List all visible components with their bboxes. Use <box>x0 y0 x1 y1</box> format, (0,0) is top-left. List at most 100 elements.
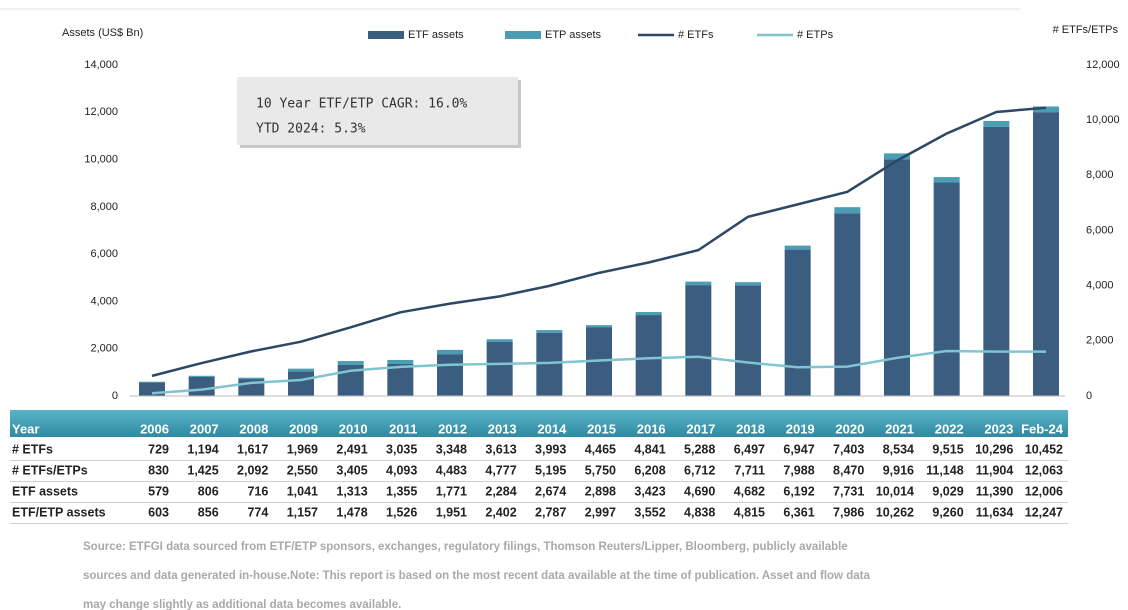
cell: 6,712 <box>684 463 715 477</box>
bar <box>586 325 612 328</box>
bar <box>188 375 215 377</box>
annotation: YTD 2024: 5.3% <box>256 122 366 137</box>
table-header-year: 2023 <box>984 421 1013 436</box>
table-header-year: 2014 <box>537 421 567 436</box>
cell: 7,986 <box>833 505 864 519</box>
cell: 4,465 <box>585 442 616 456</box>
y-tick-label: 4,000 <box>90 295 118 307</box>
legend-label: ETP assets <box>545 29 602 41</box>
cell: 3,423 <box>634 484 665 498</box>
row-label: # ETFs <box>12 442 53 456</box>
bar <box>536 332 563 396</box>
y-tick-label: 8,000 <box>90 201 118 213</box>
bar <box>337 361 364 365</box>
legend-label: ETF assets <box>408 29 464 41</box>
cell: 2,787 <box>535 505 566 519</box>
cell: 7,403 <box>833 442 864 456</box>
line <box>151 106 1047 378</box>
bar <box>784 245 811 250</box>
cell: 1,194 <box>187 442 218 456</box>
bar <box>735 282 761 286</box>
cell: 1,425 <box>187 463 218 477</box>
y-tick-label: 10,000 <box>84 153 118 165</box>
bar <box>685 285 712 396</box>
y-tick-label: 14,000 <box>84 59 118 71</box>
cell: 774 <box>247 505 268 519</box>
bar <box>933 182 960 396</box>
y2-tick-label: 6,000 <box>1086 224 1114 236</box>
annotation: 10 Year ETF/ETP CAGR: 16.0% <box>256 97 467 112</box>
source-note: may change slightly as additional data b… <box>83 599 401 610</box>
table-header-year: 2020 <box>835 421 864 436</box>
legend-label: # ETPs <box>797 29 834 41</box>
cell: 11,148 <box>926 463 964 477</box>
bar <box>1033 112 1059 396</box>
cell: 3,405 <box>336 463 367 477</box>
bar <box>635 312 662 316</box>
bar <box>387 363 414 396</box>
cell: 1,969 <box>287 442 318 456</box>
legend-swatch <box>368 31 404 39</box>
cell: 1,355 <box>386 484 417 498</box>
bar <box>188 376 215 396</box>
cell: 5,750 <box>585 463 616 477</box>
cell: 10,452 <box>1025 442 1063 456</box>
bar <box>784 249 811 396</box>
cell: 11,904 <box>976 463 1014 477</box>
cell: 12,063 <box>1025 463 1063 477</box>
bar <box>288 371 314 396</box>
y2-axis-label: # ETFs/ETPs <box>1053 24 1119 36</box>
bar <box>834 213 861 396</box>
table-header-year: 2017 <box>686 421 715 436</box>
table-header-year: 2006 <box>140 421 169 436</box>
cell: 2,898 <box>585 484 616 498</box>
cell: 2,674 <box>535 484 566 498</box>
cell: 1,951 <box>436 505 467 519</box>
cell: 6,947 <box>783 442 814 456</box>
cell: 6,208 <box>634 463 665 477</box>
cell: 1,313 <box>336 484 367 498</box>
cell: 7,731 <box>833 484 864 498</box>
cell: 4,690 <box>684 484 715 498</box>
cell: 3,348 <box>436 442 467 456</box>
cell: 3,035 <box>386 442 417 456</box>
table-header-year: 2012 <box>438 421 467 436</box>
bar <box>834 207 861 214</box>
annotation-box <box>237 77 518 145</box>
bar <box>139 381 165 383</box>
y-axis-label: Assets (US$ Bn) <box>62 27 143 39</box>
cell: 9,916 <box>883 463 914 477</box>
y2-tick-label: 0 <box>1086 390 1092 402</box>
cell: 8,470 <box>833 463 864 477</box>
y2-tick-label: 12,000 <box>1086 59 1120 71</box>
cell: 4,093 <box>386 463 417 477</box>
cell: 12,006 <box>1025 484 1063 498</box>
cell: 9,260 <box>932 505 963 519</box>
bar <box>238 377 265 380</box>
bar <box>983 120 1010 127</box>
bar <box>486 341 513 396</box>
bar <box>387 359 414 364</box>
cell: 6,361 <box>783 505 814 519</box>
y2-tick-label: 10,000 <box>1086 114 1120 126</box>
cell: 806 <box>198 484 219 498</box>
cell: 11,634 <box>976 505 1014 519</box>
cell: 1,157 <box>287 505 318 519</box>
source-note: sources and data generated in-house.Note… <box>83 570 870 582</box>
cell: 7,988 <box>783 463 814 477</box>
cell: 5,288 <box>684 442 715 456</box>
cell: 2,092 <box>237 463 268 477</box>
cell: 9,029 <box>932 484 963 498</box>
cell: 1,526 <box>386 505 417 519</box>
y-tick-label: 2,000 <box>90 343 118 355</box>
cell: 4,815 <box>734 505 765 519</box>
table-header-band <box>10 410 1068 437</box>
y-tick-label: 0 <box>112 390 118 402</box>
cell: 6,192 <box>783 484 814 498</box>
cell: 10,014 <box>876 484 914 498</box>
cell: 9,515 <box>932 442 963 456</box>
bar <box>437 354 463 396</box>
table-header-year: 2021 <box>885 421 914 436</box>
cell: 1,041 <box>287 484 318 498</box>
